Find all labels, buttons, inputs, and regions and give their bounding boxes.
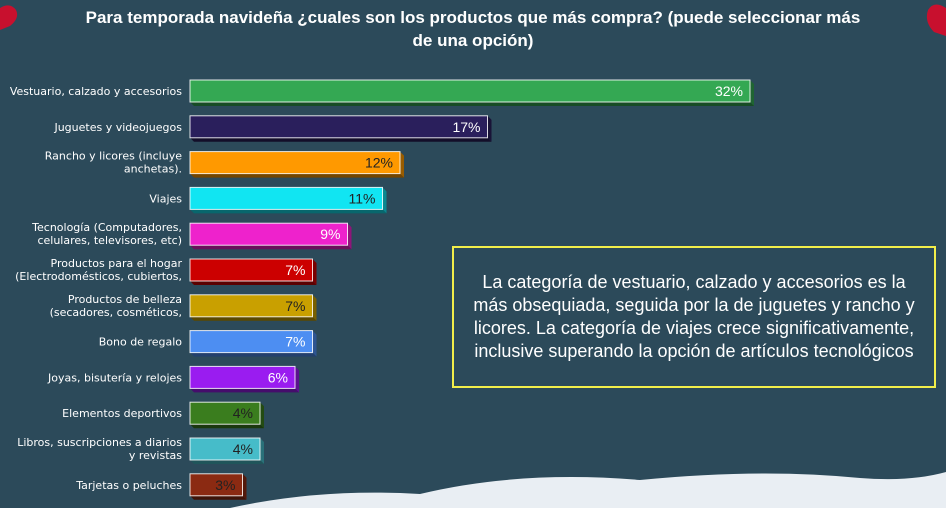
bar-side [750,80,754,106]
category-label: Productos de belleza [68,293,182,306]
category-label: Juguetes y videojuegos [53,121,182,134]
bar-value-label: 12% [365,155,393,171]
bar-side [260,402,264,429]
red-ornament-left-icon [0,5,18,30]
bar-side [487,115,492,142]
chart-title: Para temporada navideña ¿cuales son los … [0,6,946,52]
bar-bottom [190,424,264,429]
bar-value-label: 7% [285,262,305,278]
bar-bottom [190,495,247,500]
bar-bottom [190,352,317,357]
bar-value-label: 4% [233,405,253,421]
bar-side [312,294,317,321]
chart-title-line-2: de una opción) [412,31,534,50]
bar-side [312,259,317,285]
bar-value-label: 7% [285,334,305,350]
bar-side [242,473,247,500]
bar-side [312,330,317,357]
category-label: Vestuario, calzado y accesorios [10,85,182,98]
bar-value-label: 3% [215,477,235,493]
bar-value-label: 6% [268,369,288,385]
category-label: anchetas). [124,163,182,176]
snow-hill-icon [230,472,946,508]
category-label: y revistas [129,449,182,462]
bar-bottom [190,137,492,142]
bar [189,115,488,139]
bar-side [400,151,404,178]
insight-box: La categoría de vestuario, calzado y acc… [452,246,936,388]
insight-text: La categoría de vestuario, calzado y acc… [473,272,915,361]
bar-side [295,366,299,393]
category-label: celulares, televisores, etc) [37,234,182,247]
category-label: Elementos deportivos [62,407,182,420]
category-label: Viajes [149,192,182,205]
bar-value-label: 11% [349,190,376,206]
bar-bottom [190,316,317,321]
bar [189,294,313,318]
bar-bottom [190,173,404,178]
bar-bottom [190,460,264,464]
bar [189,473,243,497]
chart-title-line-1: Para temporada navideña ¿cuales son los … [85,8,861,27]
category-label: Joyas, bisutería y relojes [47,371,182,384]
category-label: (Electrodomésticos, cubiertos, [15,270,182,283]
category-label: Rancho y licores (incluye [45,150,182,163]
bar-bottom [190,209,387,214]
bar-bottom [190,281,317,285]
bar-value-label: 32% [715,83,743,99]
category-label: Libros, suscripciones a diarios [17,436,182,449]
category-label: (secadores, cosméticos, [50,306,182,319]
bar [189,437,261,461]
bar-side [382,187,387,214]
bar [189,365,296,389]
bar-bottom [190,245,352,250]
bar-bottom [190,388,299,393]
bar [189,330,313,354]
bar-side [347,223,352,250]
red-ornament-right-icon [926,4,946,36]
bar-bottom [190,102,754,106]
bar-value-label: 4% [233,441,253,457]
bar [189,258,313,282]
bar-side [260,438,264,464]
category-label: Productos para el hogar [51,257,183,270]
bar-value-label: 7% [285,298,305,314]
category-label: Tarjetas o peluches [75,479,182,492]
category-label: Bono de regalo [99,336,183,349]
bar-value-label: 17% [452,119,480,135]
bar [189,222,348,246]
category-label: Tecnología (Computadores, [31,221,182,234]
bar [189,401,261,425]
bar-value-label: 9% [320,226,340,242]
bar [189,186,383,210]
bar [189,79,751,103]
bar [189,151,401,175]
